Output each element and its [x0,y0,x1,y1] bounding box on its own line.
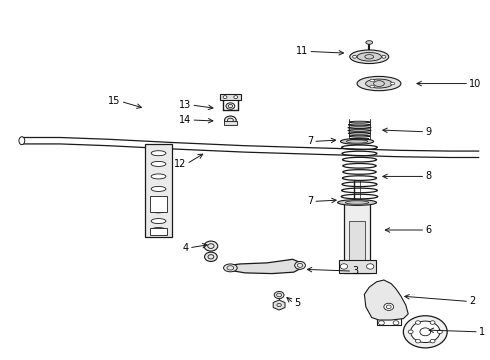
Ellipse shape [408,330,413,334]
Ellipse shape [223,264,237,272]
Ellipse shape [224,116,236,125]
Bar [339,260,375,273]
Ellipse shape [151,151,166,156]
Ellipse shape [204,252,217,261]
Ellipse shape [367,264,374,269]
Ellipse shape [438,330,442,334]
Ellipse shape [151,174,166,179]
Bar [150,196,167,212]
Text: 10: 10 [469,78,481,89]
Text: 8: 8 [425,171,431,181]
Ellipse shape [204,241,218,251]
Ellipse shape [430,339,435,343]
Bar [150,228,167,235]
Text: 11: 11 [296,46,308,57]
Ellipse shape [411,321,440,342]
Ellipse shape [403,316,447,348]
Text: 3: 3 [352,266,358,276]
Ellipse shape [338,200,376,205]
Ellipse shape [357,53,381,61]
Ellipse shape [151,161,166,166]
Ellipse shape [340,264,347,269]
Ellipse shape [384,303,393,310]
Ellipse shape [416,339,420,343]
Text: 7: 7 [307,136,313,147]
Text: 2: 2 [469,296,475,306]
Text: 14: 14 [179,115,192,125]
Polygon shape [273,300,285,310]
Ellipse shape [345,201,369,204]
Ellipse shape [151,208,166,213]
Bar [220,94,241,100]
Ellipse shape [357,76,401,91]
Ellipse shape [393,321,399,325]
Text: 1: 1 [479,327,485,337]
Ellipse shape [151,228,166,233]
Text: 4: 4 [183,243,189,253]
Ellipse shape [366,79,392,88]
Ellipse shape [341,139,374,144]
Ellipse shape [223,96,227,99]
Ellipse shape [226,103,235,109]
Ellipse shape [274,292,284,298]
Bar [349,221,365,271]
Text: 15: 15 [108,96,121,107]
Text: 9: 9 [425,127,431,137]
Ellipse shape [346,140,368,143]
Text: 13: 13 [179,100,192,110]
Ellipse shape [350,50,389,64]
Ellipse shape [353,55,357,58]
Ellipse shape [234,96,238,99]
Bar [145,144,172,237]
Ellipse shape [370,79,374,82]
Ellipse shape [370,85,374,88]
Text: 6: 6 [425,225,431,235]
Ellipse shape [366,41,373,44]
Text: 5: 5 [294,298,300,308]
Text: 12: 12 [174,159,187,169]
Ellipse shape [378,321,384,325]
Ellipse shape [151,219,166,224]
Bar [344,202,370,273]
Ellipse shape [382,55,386,58]
Ellipse shape [391,82,395,85]
Ellipse shape [430,321,435,324]
Ellipse shape [294,261,305,269]
Ellipse shape [19,137,25,145]
Ellipse shape [151,197,166,202]
Ellipse shape [416,321,420,324]
Polygon shape [365,280,408,320]
Text: 7: 7 [307,197,313,206]
Ellipse shape [151,186,166,192]
Bar [224,121,237,125]
Polygon shape [226,259,302,274]
